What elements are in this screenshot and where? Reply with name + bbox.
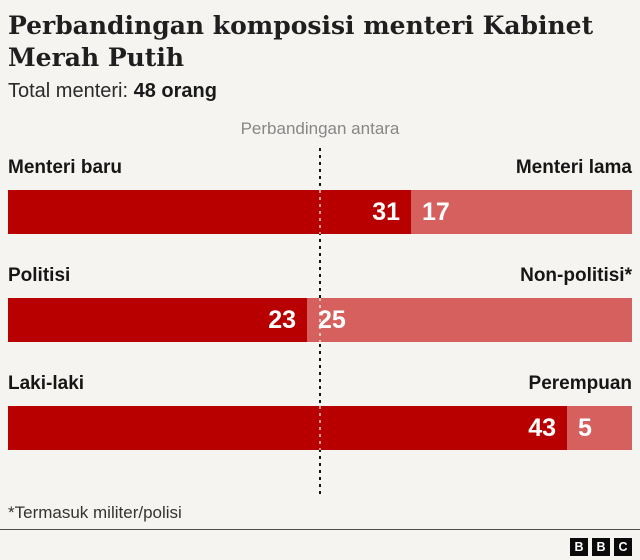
page-title-line2: Merah Putih [8, 43, 185, 72]
left-category-label: Politisi [8, 265, 71, 286]
comparison-bar: 31 17 [8, 190, 632, 234]
row-labels: Menteri baru Menteri lama [8, 156, 632, 180]
right-value-label: 25 [318, 306, 346, 334]
footnote: *Termasuk militer/polisi [8, 503, 182, 522]
comparison-row: Menteri baru Menteri lama 31 17 [8, 156, 632, 234]
bbc-logo-letter: C [614, 538, 632, 556]
right-value-label: 17 [422, 198, 450, 226]
comparison-axis-label: Perbandingan antara [240, 119, 400, 138]
bbc-logo-letter: B [592, 538, 610, 556]
right-bar-segment: 25 [307, 298, 632, 342]
page-title-line1: Perbandingan komposisi menteri Kabinet [8, 11, 594, 40]
right-bar-segment: 17 [411, 190, 632, 234]
left-value-label: 31 [372, 198, 400, 226]
left-bar-segment: 43 [8, 406, 567, 450]
right-category-label: Non-politisi* [520, 265, 632, 286]
subtitle-value: 48 orang [133, 80, 217, 102]
center-line-overlay [319, 298, 321, 342]
left-category-label: Laki-laki [8, 373, 85, 394]
left-bar-segment: 23 [8, 298, 307, 342]
right-bar-segment: 5 [567, 406, 632, 450]
row-labels: Laki-laki Perempuan [8, 372, 632, 396]
comparison-bar: 43 5 [8, 406, 632, 450]
comparison-row: Politisi Non-politisi* 23 25 [8, 264, 632, 342]
right-category-label: Menteri lama [515, 157, 632, 178]
left-category-label: Menteri baru [8, 157, 123, 178]
row-labels: Politisi Non-politisi* [8, 264, 632, 288]
footer-divider [0, 529, 640, 530]
right-category-label: Perempuan [528, 373, 632, 394]
comparison-bar: 23 25 [8, 298, 632, 342]
center-line-overlay [319, 406, 321, 450]
right-value-label: 5 [578, 414, 592, 442]
center-line-overlay [319, 190, 321, 234]
left-value-label: 23 [268, 306, 296, 334]
page-title: Perbandingan komposisi menteri Kabinet Me… [8, 10, 632, 74]
left-bar-segment: 31 [8, 190, 411, 234]
left-value-label: 43 [528, 414, 556, 442]
comparison-chart: Perbandingan antara Menteri baru Menteri… [8, 118, 632, 497]
chart-rows: Menteri baru Menteri lama 31 17 Politisi… [8, 156, 632, 450]
chart-subtitle: Total menteri: 48 orang [8, 79, 632, 103]
subtitle-label: Total menteri: [8, 80, 134, 102]
comparison-row: Laki-laki Perempuan 43 5 [8, 372, 632, 450]
bbc-logo-letter: B [570, 538, 588, 556]
